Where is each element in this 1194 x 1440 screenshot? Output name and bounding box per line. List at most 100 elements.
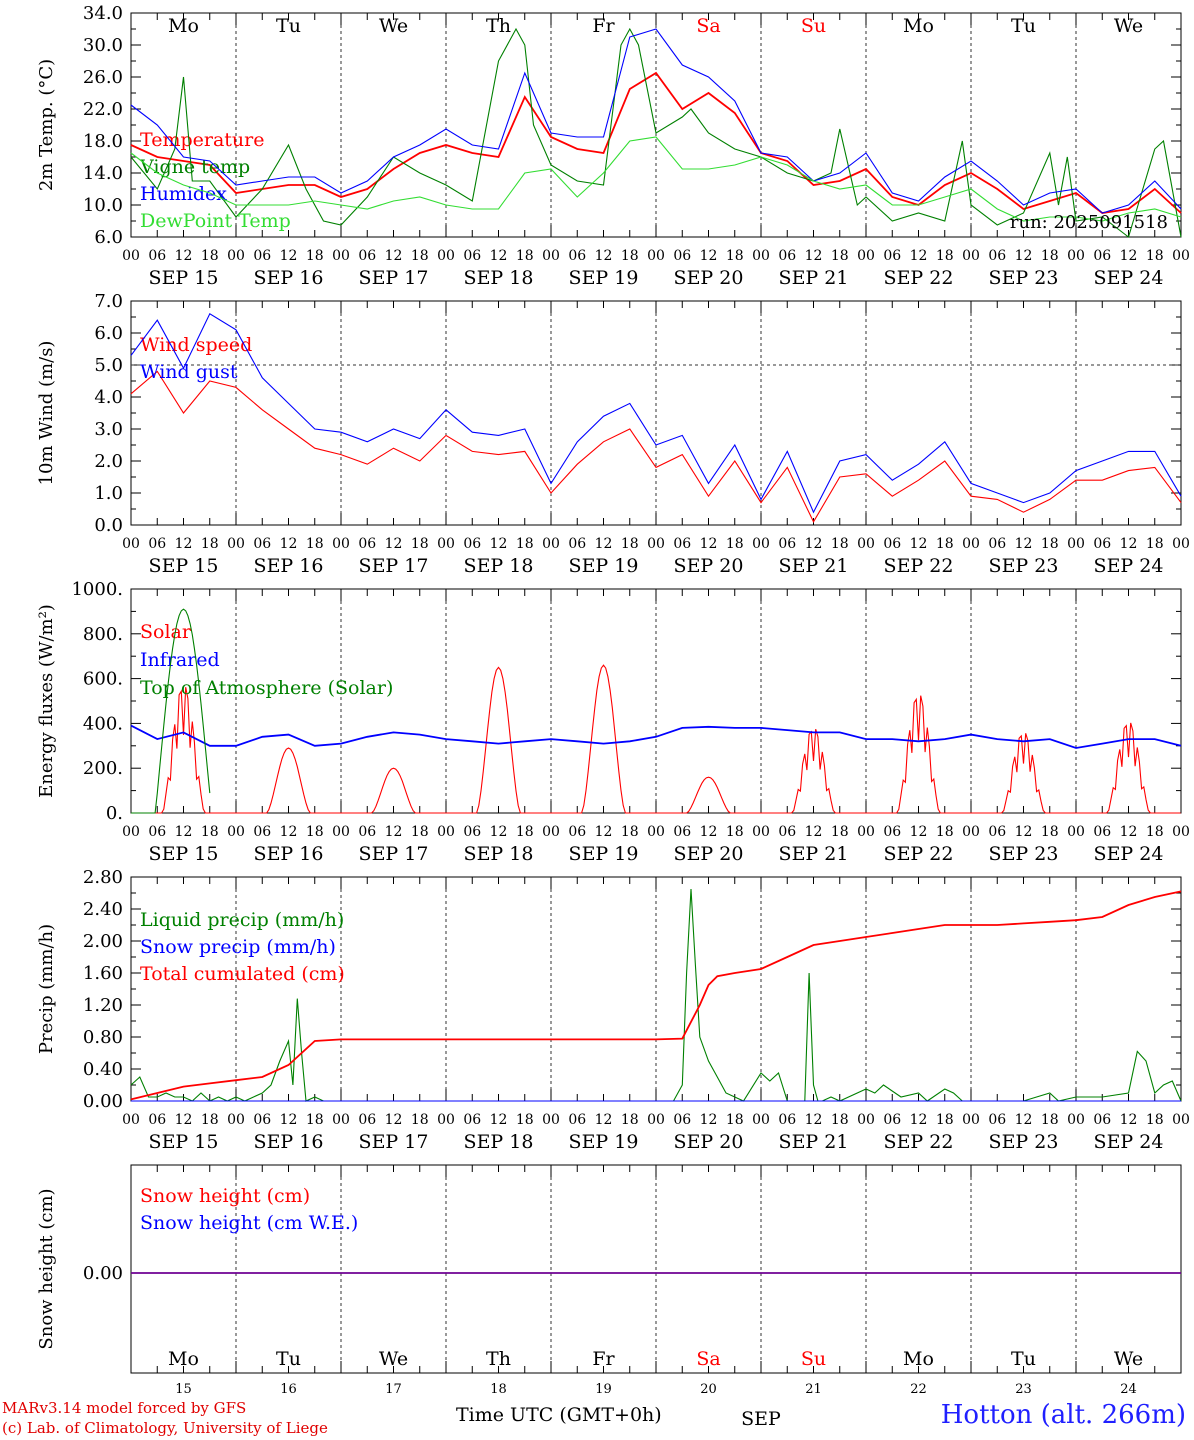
x-hour-label: 18 bbox=[1041, 248, 1059, 264]
legend-entry: Snow height (cm) bbox=[140, 1185, 310, 1207]
x-hour-label: 06 bbox=[463, 824, 481, 840]
x-hour-label: 00 bbox=[647, 824, 665, 840]
x-hour-label: 18 bbox=[621, 536, 639, 552]
legend-entry: Total cumulated (cm) bbox=[140, 963, 345, 985]
x-hour-label: 12 bbox=[280, 536, 298, 552]
x-hour-label: 00 bbox=[122, 248, 140, 264]
x-hour-label: 00 bbox=[752, 824, 770, 840]
y-tick-label: 3.0 bbox=[94, 419, 123, 440]
y-tick-label: 22.0 bbox=[83, 99, 123, 120]
y-tick-label: 0.40 bbox=[83, 1059, 123, 1080]
x-hour-label: 00 bbox=[857, 824, 875, 840]
x-date-label: SEP 23 bbox=[989, 267, 1059, 289]
x-date-label: SEP 23 bbox=[989, 555, 1059, 577]
x-hour-label: 00 bbox=[542, 248, 560, 264]
x-hour-label: 00 bbox=[437, 1112, 455, 1128]
x-hour-label: 00 bbox=[857, 1112, 875, 1128]
x-hour-label: 00 bbox=[962, 1112, 980, 1128]
y-axis-label: 10m Wind (m/s) bbox=[36, 341, 57, 486]
x-hour-label: 00 bbox=[542, 1112, 560, 1128]
x-hour-label: 12 bbox=[910, 248, 928, 264]
weekday-label: Mo bbox=[903, 1348, 934, 1370]
x-hour-label: 12 bbox=[1015, 536, 1033, 552]
weekday-label: We bbox=[379, 1348, 408, 1370]
legend-entry: DewPoint Temp bbox=[140, 210, 291, 232]
series-line-total-cumulated-cm- bbox=[130, 890, 1182, 1101]
x-hour-label: 06 bbox=[988, 536, 1006, 552]
x-hour-label: 18 bbox=[1041, 536, 1059, 552]
legend-entry: Wind gust bbox=[140, 361, 238, 383]
x-hour-label: 18 bbox=[306, 1112, 324, 1128]
x-date-label: SEP 15 bbox=[149, 1131, 219, 1153]
legend-entry: Temperature bbox=[140, 129, 264, 151]
weekday-label: Tu bbox=[276, 1348, 301, 1370]
x-hour-label: 12 bbox=[700, 248, 718, 264]
x-hour-label: 12 bbox=[805, 824, 823, 840]
x-hour-label: 12 bbox=[595, 536, 613, 552]
series-line-humidex bbox=[130, 28, 1182, 214]
x-hour-label: 18 bbox=[831, 824, 849, 840]
x-hour-label: 12 bbox=[1015, 824, 1033, 840]
y-tick-label: 1.60 bbox=[83, 963, 123, 984]
y-tick-label: 0. bbox=[106, 803, 123, 824]
x-hour-label: 18 bbox=[201, 536, 219, 552]
x-hour-label: 00 bbox=[542, 824, 560, 840]
y-tick-label: 0.0 bbox=[94, 515, 123, 536]
x-date-label: SEP 22 bbox=[884, 1131, 954, 1153]
series-line-dewpoint-temp bbox=[130, 136, 1182, 222]
x-hour-label: 06 bbox=[568, 824, 586, 840]
x-hour-label: 00 bbox=[962, 536, 980, 552]
x-hour-label: 18 bbox=[621, 248, 639, 264]
x-date-label: SEP 15 bbox=[149, 555, 219, 577]
day-number-label: 22 bbox=[910, 1382, 927, 1397]
y-tick-label: 30.0 bbox=[83, 35, 123, 56]
x-hour-label: 06 bbox=[883, 248, 901, 264]
x-hour-label: 12 bbox=[490, 248, 508, 264]
x-hour-label: 06 bbox=[253, 248, 271, 264]
y-tick-label: 5.0 bbox=[94, 355, 123, 376]
y-tick-label: 600. bbox=[83, 669, 123, 690]
x-hour-label: 06 bbox=[148, 824, 166, 840]
x-hour-label: 18 bbox=[621, 1112, 639, 1128]
legend-entry: Humidex bbox=[140, 183, 227, 205]
x-hour-label: 00 bbox=[752, 1112, 770, 1128]
x-hour-label: 18 bbox=[1146, 248, 1164, 264]
x-hour-label: 00 bbox=[647, 536, 665, 552]
x-hour-label: 18 bbox=[1146, 536, 1164, 552]
y-tick-label: 2.00 bbox=[83, 931, 123, 952]
series-line-vigne-temp bbox=[130, 27, 1182, 238]
x-hour-label: 06 bbox=[568, 248, 586, 264]
y-tick-label: 14.0 bbox=[83, 163, 123, 184]
x-hour-label: 12 bbox=[175, 248, 193, 264]
plot-frame bbox=[130, 12, 1182, 238]
x-hour-label: 06 bbox=[673, 536, 691, 552]
x-hour-label: 06 bbox=[883, 1112, 901, 1128]
x-hour-label: 12 bbox=[1120, 1112, 1138, 1128]
x-date-label: SEP 15 bbox=[149, 267, 219, 289]
x-hour-label: 12 bbox=[175, 824, 193, 840]
plot-frame bbox=[130, 300, 1182, 526]
day-number-label: 17 bbox=[385, 1382, 402, 1397]
x-date-label: SEP 19 bbox=[569, 843, 639, 865]
y-axis-label: Snow height (cm) bbox=[36, 1188, 57, 1349]
x-hour-label: 18 bbox=[516, 824, 534, 840]
x-hour-label: 12 bbox=[805, 1112, 823, 1128]
location-label: Hotton (alt. 266m) bbox=[940, 1400, 1186, 1430]
x-hour-label: 00 bbox=[1067, 1112, 1085, 1128]
x-hour-label: 12 bbox=[280, 1112, 298, 1128]
x-date-label: SEP 23 bbox=[989, 1131, 1059, 1153]
weekday-label: Th bbox=[486, 15, 511, 37]
x-hour-label: 00 bbox=[647, 248, 665, 264]
y-tick-label: 2.80 bbox=[83, 867, 123, 888]
x-date-label: SEP 21 bbox=[779, 1131, 849, 1153]
day-number-label: 20 bbox=[700, 1382, 717, 1397]
y-tick-label: 10.0 bbox=[83, 195, 123, 216]
legend-entry: Snow height (cm W.E.) bbox=[140, 1212, 358, 1234]
x-hour-label: 06 bbox=[358, 824, 376, 840]
x-hour-label: 18 bbox=[411, 536, 429, 552]
x-hour-label: 18 bbox=[831, 536, 849, 552]
run-annotation: run: 2025091518 bbox=[1010, 212, 1168, 233]
x-date-label: SEP 17 bbox=[359, 843, 429, 865]
x-hour-label: 00 bbox=[857, 248, 875, 264]
